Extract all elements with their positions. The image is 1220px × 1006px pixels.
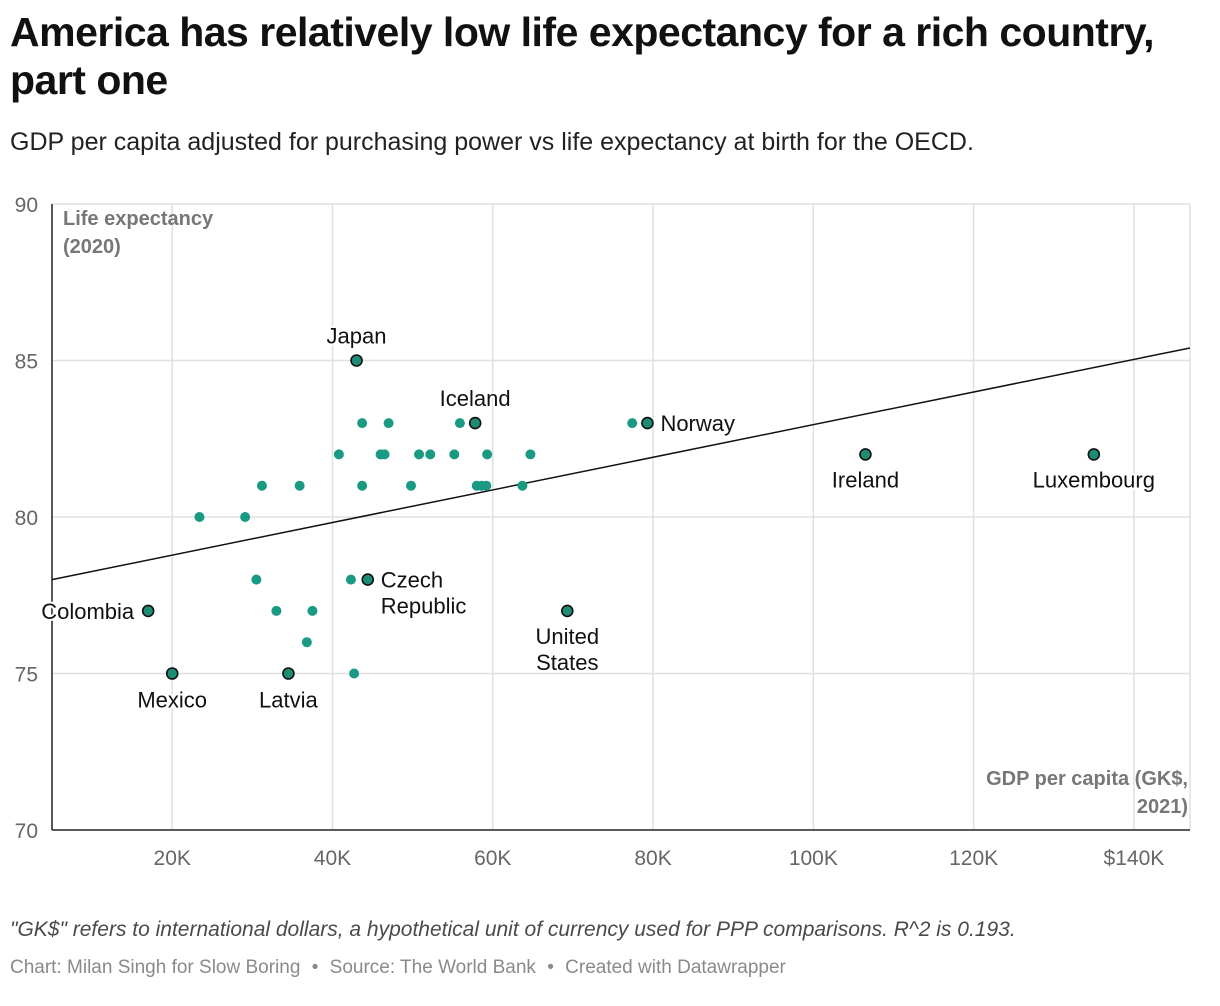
grid-layer	[52, 203, 1191, 830]
point-label-latvia-line: Latvia	[259, 688, 318, 713]
data-point	[357, 480, 368, 491]
point-label-luxembourg-line: Luxembourg	[1033, 467, 1155, 492]
x-tick-label: 40K	[314, 847, 351, 870]
credit-created: Created with Datawrapper	[565, 957, 786, 978]
highlighted-point-czech-republic	[361, 573, 375, 586]
data-point	[517, 480, 528, 491]
highlighted-point-iceland	[468, 416, 482, 430]
x-tick-label: 100K	[789, 847, 838, 870]
x-tick-label: $140K	[1104, 847, 1165, 870]
data-point	[333, 449, 344, 460]
point-label-united-states-line: United	[536, 624, 600, 649]
x-tick-label: 80K	[634, 847, 671, 870]
point-label-colombia: Colombia	[41, 599, 135, 624]
data-point	[425, 449, 436, 460]
chart-subtitle: GDP per capita adjusted for purchasing p…	[10, 128, 974, 156]
highlighted-point-japan	[350, 354, 363, 367]
data-point	[481, 480, 492, 491]
highlighted-point-ireland	[859, 448, 872, 461]
point-label-czech-republic: Czech Republic	[381, 568, 467, 619]
data-point	[525, 449, 536, 460]
data-point	[345, 574, 356, 585]
y-tick-label: 70	[15, 820, 38, 843]
y-tick-label: 85	[15, 351, 38, 374]
point-label-japan: Japan	[327, 324, 387, 349]
highlighted-point-luxembourg	[1087, 448, 1101, 461]
highlighted-point-norway	[641, 416, 654, 430]
points-layer	[141, 354, 1101, 680]
data-point	[349, 668, 360, 679]
chart-title: America has relatively low life expectan…	[10, 9, 1155, 103]
data-point	[379, 449, 390, 460]
x-axis-title: GDP per capita (GK$,	[986, 768, 1188, 790]
data-point	[194, 512, 205, 522]
point-label-czech-republic-line: Republic	[381, 594, 467, 619]
y-axis-title: Life expectancy	[63, 208, 214, 230]
data-point	[294, 480, 305, 491]
data-point	[454, 418, 465, 429]
data-point	[482, 449, 493, 460]
credit-chart: Chart: Milan Singh for Slow Boring	[10, 957, 301, 978]
data-point	[414, 449, 425, 460]
x-tick-label: 60K	[474, 847, 511, 870]
x-axis-title: 2021)	[1137, 796, 1188, 818]
point-label-iceland: Iceland	[440, 386, 511, 411]
highlighted-point-latvia	[282, 667, 295, 680]
point-label-united-states: United States	[536, 624, 600, 675]
axis-layer: 70 75 80 85 90 20K 40K 60K 80K 100K 120K $140K Life …	[15, 194, 1190, 870]
data-point	[251, 574, 262, 585]
credit-separator: •	[547, 957, 554, 978]
point-label-mexico-line: Mexico	[137, 688, 207, 713]
data-point	[357, 418, 368, 429]
point-label-norway-line: Norway	[660, 411, 735, 436]
footnote: "GK$" refers to international dollars, a…	[10, 918, 1016, 941]
point-label-ireland-line: Ireland	[832, 467, 899, 492]
data-point	[307, 605, 318, 616]
point-label-czech-republic-line: Czech	[381, 568, 443, 593]
point-label-luxembourg: Luxembourg	[1033, 467, 1155, 492]
credit-line: Chart: Milan Singh for Slow Boring • Sou…	[10, 957, 786, 979]
data-point	[383, 418, 394, 429]
data-point	[301, 637, 312, 648]
point-label-united-states-line: States	[536, 650, 598, 675]
highlighted-point-colombia	[141, 604, 155, 618]
data-point	[256, 480, 267, 491]
y-axis-title: (2020)	[63, 236, 121, 258]
trend-line	[51, 347, 1191, 581]
y-tick-label: 75	[15, 664, 38, 687]
x-tick-label: 120K	[949, 847, 998, 870]
credit-source: Source: The World Bank	[329, 957, 536, 978]
scatter-chart: 70 75 80 85 90 20K 40K 60K 80K 100K 120K $140K Life …	[15, 194, 1191, 870]
highlighted-point-united-states	[561, 604, 574, 618]
point-label-mexico: Mexico	[137, 688, 207, 713]
data-point	[271, 605, 282, 616]
y-tick-label: 90	[15, 194, 38, 217]
point-label-colombia-line: Colombia	[41, 599, 135, 624]
x-tick-label: 20K	[154, 847, 191, 870]
y-tick-label: 80	[15, 507, 38, 530]
data-point	[449, 449, 460, 460]
credit-separator: •	[311, 957, 319, 978]
point-labels-layer: Japan Iceland Norway Ireland Luxembourg Czech…	[39, 322, 1157, 715]
point-label-norway: Norway	[660, 411, 735, 436]
data-point	[406, 480, 417, 491]
highlighted-point-mexico	[165, 667, 179, 680]
point-label-latvia: Latvia	[259, 688, 318, 713]
data-point	[240, 512, 251, 522]
point-label-ireland: Ireland	[832, 467, 899, 492]
data-point	[627, 418, 638, 429]
point-label-japan-line: Japan	[327, 324, 387, 349]
point-label-iceland-line: Iceland	[440, 386, 511, 411]
